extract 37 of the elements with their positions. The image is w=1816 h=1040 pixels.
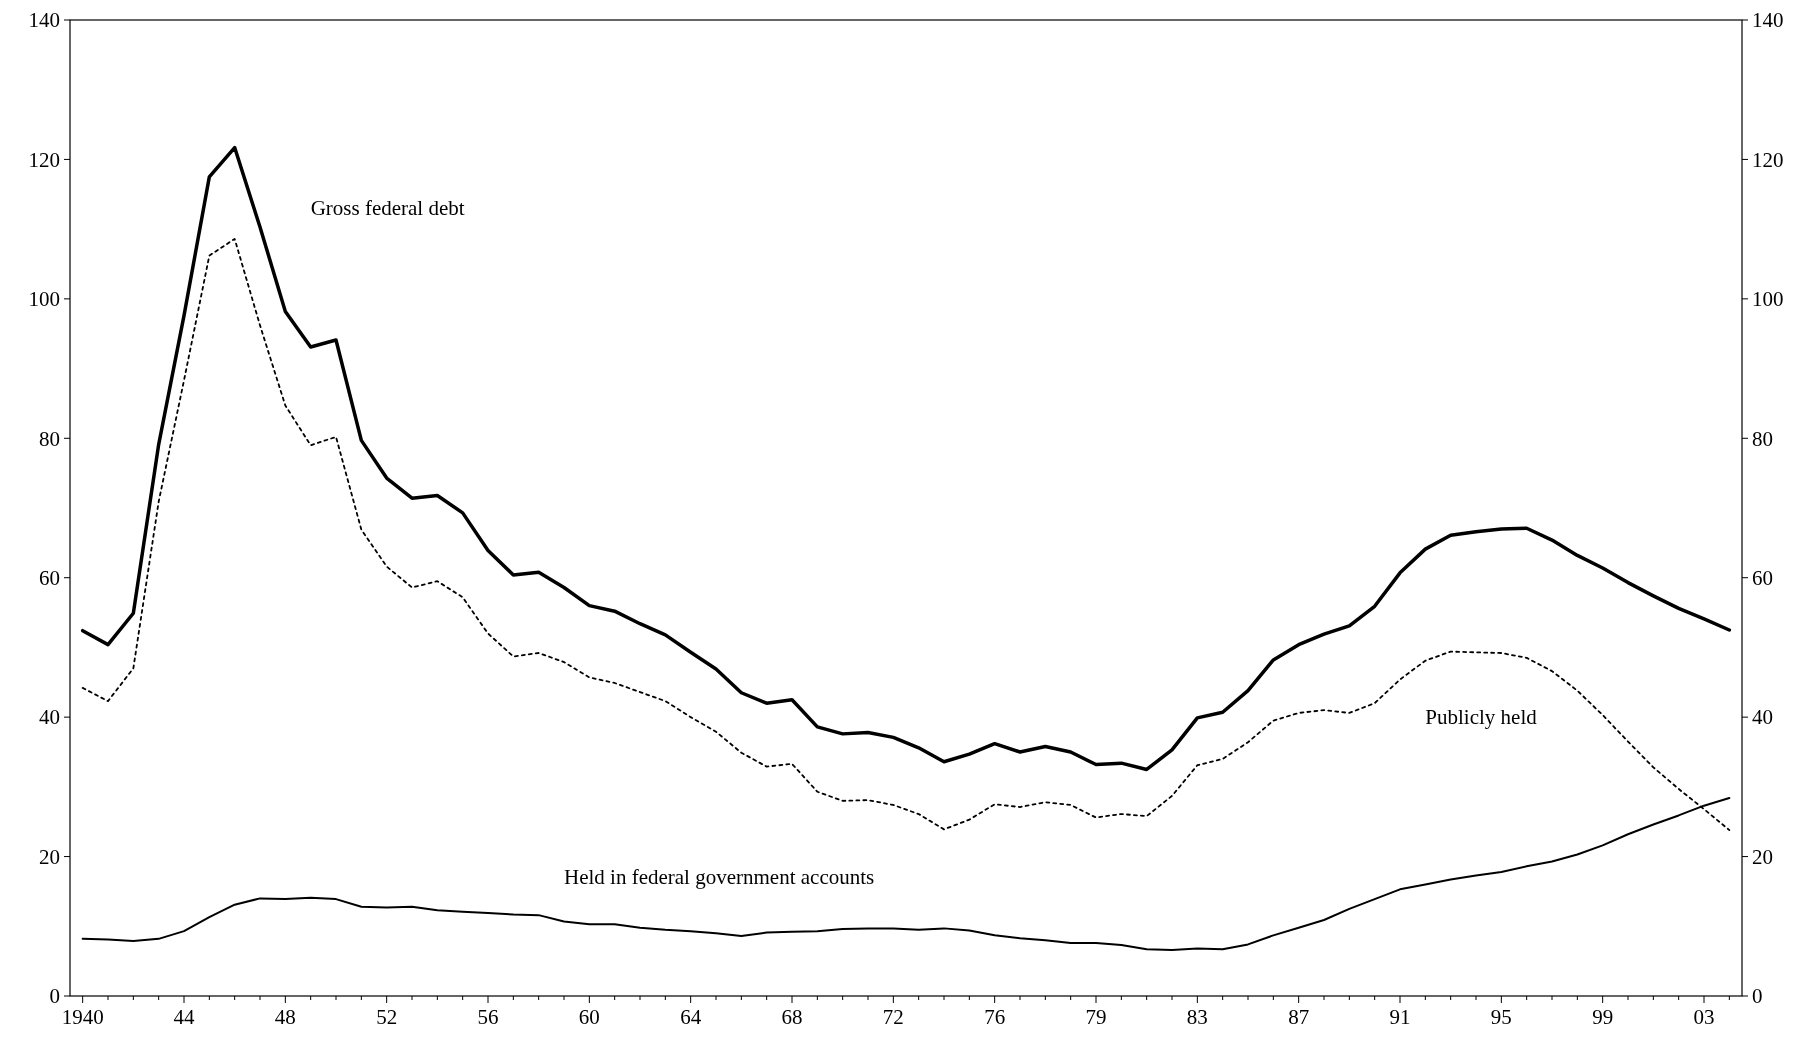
x-tick-label: 48 xyxy=(274,1005,296,1029)
y2-tick-label: 0 xyxy=(1752,984,1763,1009)
y2-tick-label: 140 xyxy=(1752,8,1784,33)
y2-tick-label: 40 xyxy=(1752,705,1773,730)
y2-tick-label: 60 xyxy=(1752,566,1773,591)
y2-tick-label: 20 xyxy=(1752,844,1773,869)
y-tick-label: 60 xyxy=(39,566,60,591)
x-tick-label: 68 xyxy=(781,1005,803,1029)
x-tick-label: 95 xyxy=(1490,1005,1512,1029)
y-tick-label: 100 xyxy=(28,287,60,312)
line-series xyxy=(80,145,1732,772)
x-tick-label: 03 xyxy=(1693,1005,1715,1029)
y2-tick-label: 80 xyxy=(1752,426,1773,451)
series-label: Held in federal government accounts xyxy=(564,865,875,890)
x-tick-label: 87 xyxy=(1288,1005,1310,1029)
y-tick-label: 20 xyxy=(39,844,60,869)
x-tick-label: 72 xyxy=(882,1005,904,1029)
y2-tick-label: 100 xyxy=(1752,287,1784,312)
y-tick-label: 40 xyxy=(39,705,60,730)
text: Gross federal debt xyxy=(310,196,465,221)
y2-tick-label: 120 xyxy=(1752,147,1784,172)
y-tick-label: 0 xyxy=(49,984,60,1009)
x-tick-label: 64 xyxy=(680,1005,702,1029)
x-tick-label: 91 xyxy=(1389,1005,1411,1029)
series-label: Publicly held xyxy=(1425,705,1538,730)
y-tick-label: 140 xyxy=(28,8,60,33)
x-tick-label: 83 xyxy=(1186,1005,1208,1029)
y-tick-label: 120 xyxy=(28,147,60,172)
x-tick-label: 1940 xyxy=(61,1005,104,1029)
x-tick-label: 99 xyxy=(1592,1005,1614,1029)
x-tick-label: 56 xyxy=(477,1005,499,1029)
x-tick-label: 76 xyxy=(984,1005,1006,1029)
y-tick-label: 80 xyxy=(39,426,60,451)
x-tick-label: 79 xyxy=(1085,1005,1107,1029)
x-tick-label: 52 xyxy=(376,1005,398,1029)
x-tick-label: 60 xyxy=(578,1005,600,1029)
x-tick-label: 44 xyxy=(173,1005,195,1029)
